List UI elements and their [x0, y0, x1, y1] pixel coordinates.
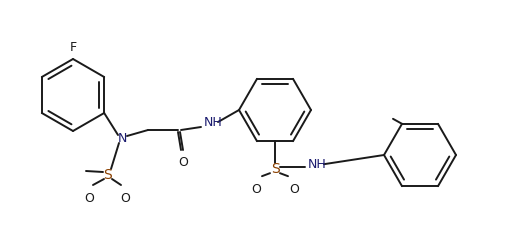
Text: O: O: [178, 156, 188, 169]
Text: NH: NH: [308, 158, 327, 171]
Text: S: S: [270, 162, 279, 176]
Text: N: N: [117, 131, 127, 144]
Text: F: F: [70, 41, 76, 54]
Text: S: S: [104, 168, 112, 182]
Text: NH: NH: [204, 116, 223, 128]
Text: O: O: [120, 192, 130, 205]
Text: O: O: [289, 183, 299, 196]
Text: O: O: [251, 183, 261, 196]
Text: O: O: [84, 192, 94, 205]
